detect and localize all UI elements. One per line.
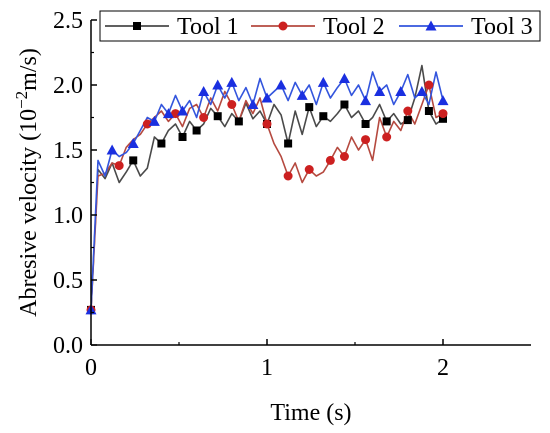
data-point-tool-2 (304, 165, 314, 174)
data-point-tool-3 (226, 76, 238, 87)
data-point-tool-2 (424, 80, 434, 90)
data-point-tool-1 (129, 156, 138, 165)
x-tick-label: 2 (437, 355, 449, 381)
x-axis-label: Time (s) (270, 400, 351, 426)
data-point-tool-3 (437, 95, 449, 106)
data-point-tool-3 (177, 105, 189, 116)
data-point-tool-1 (340, 100, 349, 109)
y-axis-label-superscript: −2 (12, 91, 31, 109)
data-point-tool-2 (403, 106, 413, 116)
data-point-tool-1 (234, 117, 243, 126)
data-point-tool-2 (325, 155, 335, 165)
x-tick-label: 0 (85, 355, 97, 381)
data-point-tool-1 (403, 116, 412, 125)
axes-layer (90, 20, 531, 346)
ticks-layer: 0.0 0.5 1.0 1.5 2.0 2.5 0 1 2 (53, 8, 449, 381)
y-tick-label: 1.5 (53, 138, 83, 164)
data-point-tool-2 (142, 119, 152, 129)
legend-label-tool-3: Tool 3 (471, 14, 533, 40)
data-point-tool-2 (227, 100, 237, 109)
data-point-tool-3 (148, 115, 160, 126)
data-point-tool-3 (127, 138, 139, 148)
data-point-tool-2 (339, 152, 349, 161)
data-point-tool-3 (106, 144, 118, 155)
data-point-tool-1 (382, 117, 391, 126)
data-point-tool-1 (319, 112, 328, 121)
data-point-tool-3 (198, 86, 210, 96)
legend-box (99, 10, 541, 42)
data-point-tool-1 (178, 133, 187, 141)
data-point-tool-3 (212, 79, 224, 90)
series-line-tool-3 (90, 71, 444, 310)
legend-marker-tool-3 (425, 20, 437, 31)
data-point-tool-3 (416, 86, 428, 96)
x-tick-label: 1 (261, 355, 273, 381)
data-point-tool-3 (395, 86, 407, 96)
y-axis-label: Abresive velocity (10−2m/s) (12, 48, 42, 317)
y-tick-label: 0.5 (53, 268, 83, 294)
data-point-tool-1 (424, 107, 433, 115)
y-tick-label: 2.0 (53, 73, 83, 99)
data-point-tool-2 (361, 135, 371, 145)
data-point-tool-2 (382, 132, 392, 142)
data-point-tool-3 (317, 76, 329, 87)
data-point-tool-2 (262, 119, 272, 129)
data-point-tool-3 (360, 95, 372, 106)
data-point-tool-3 (261, 92, 273, 103)
data-point-tool-3 (247, 99, 259, 109)
data-point-tool-2 (114, 161, 124, 171)
data-point-tool-3 (374, 86, 386, 96)
y-axis-label-unit: m/s) (16, 48, 42, 91)
y-axis-label-main: Abresive velocity (10 (16, 109, 42, 317)
data-point-tool-1 (361, 120, 370, 128)
data-point-tool-3 (296, 89, 308, 100)
legend-label-tool-2: Tool 2 (323, 14, 385, 40)
legend-marker-tool-2 (278, 21, 288, 31)
y-tick-label: 2.5 (53, 8, 83, 34)
legend-marker-tool-1 (133, 22, 141, 30)
series-layer (85, 64, 449, 315)
data-point-tool-3 (162, 108, 174, 119)
data-point-tool-3 (338, 73, 350, 83)
data-point-tool-1 (157, 139, 166, 148)
data-point-tool-1 (213, 112, 222, 121)
y-tick-label: 1.0 (53, 203, 83, 229)
data-point-tool-1 (439, 114, 447, 123)
legend: Tool 1 Tool 2 Tool 3 (99, 10, 541, 42)
data-point-tool-2 (170, 109, 180, 119)
y-tick-label: 0.0 (53, 333, 83, 359)
data-point-tool-1 (284, 139, 293, 148)
data-point-tool-2 (199, 113, 209, 122)
data-point-tool-1 (192, 126, 201, 135)
data-point-tool-3 (275, 79, 287, 90)
legend-label-tool-1: Tool 1 (177, 14, 239, 40)
data-point-tool-2 (438, 109, 448, 119)
data-point-tool-1 (305, 103, 314, 112)
data-point-tool-2 (283, 171, 293, 181)
